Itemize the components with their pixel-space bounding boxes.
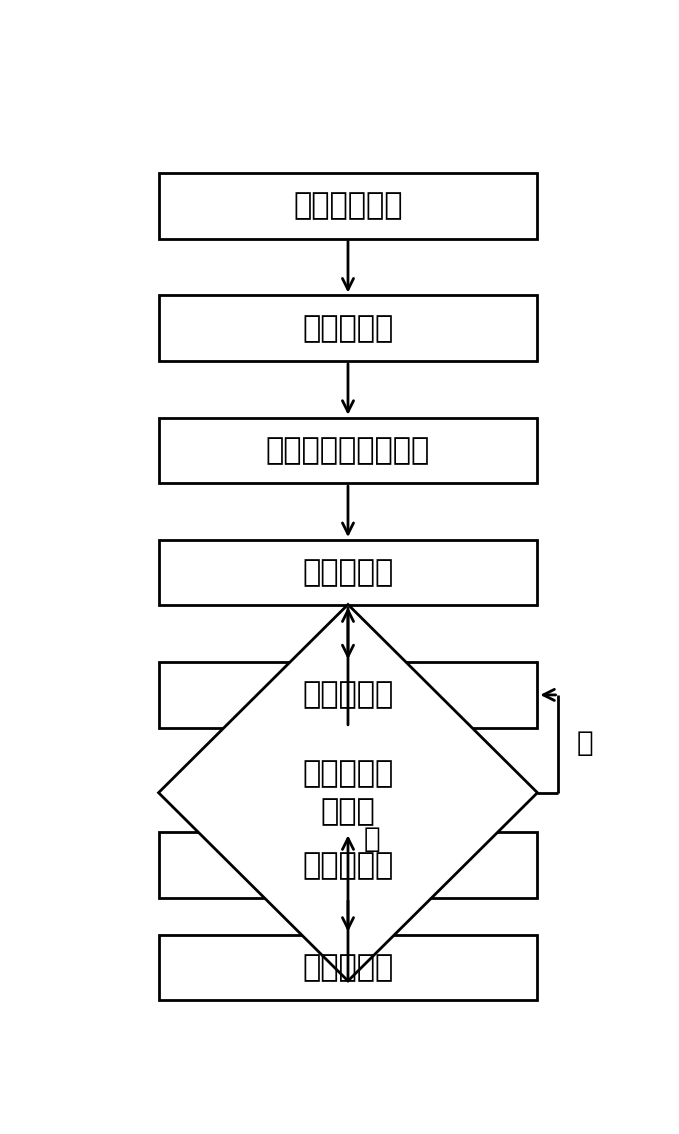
Polygon shape — [159, 604, 538, 981]
Bar — [159, 540, 538, 606]
Text: 开启传送带: 开启传送带 — [302, 558, 394, 587]
Bar — [159, 174, 538, 238]
Text: 是: 是 — [363, 826, 380, 853]
Bar — [159, 662, 538, 728]
Text: 否: 否 — [576, 729, 593, 756]
Text: 否存在: 否存在 — [320, 797, 375, 827]
Text: 关闭摄像头: 关闭摄像头 — [302, 953, 394, 982]
Text: 判断物体是: 判断物体是 — [302, 759, 394, 788]
Text: 捕获当前帧作为背景: 捕获当前帧作为背景 — [266, 435, 430, 465]
Text: 捕获当前帧: 捕获当前帧 — [302, 680, 394, 710]
Bar — [159, 832, 538, 898]
Text: 用户支付成功: 用户支付成功 — [293, 192, 403, 220]
Bar — [159, 417, 538, 483]
Text: 启动摄像头: 启动摄像头 — [302, 314, 394, 342]
Text: 停止传送带: 停止传送带 — [302, 850, 394, 880]
Bar — [159, 296, 538, 361]
Bar — [159, 934, 538, 1000]
